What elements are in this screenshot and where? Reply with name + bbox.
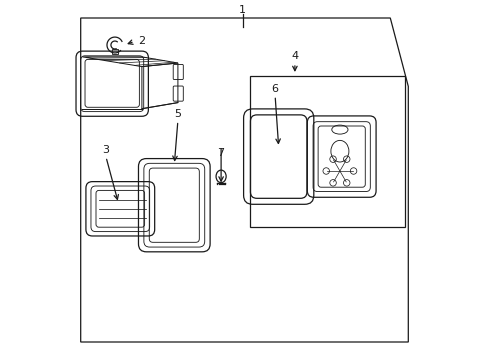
Text: 2: 2	[138, 36, 145, 46]
Text: 7: 7	[217, 148, 224, 158]
Text: 6: 6	[271, 84, 278, 94]
Text: 3: 3	[102, 145, 109, 155]
Text: 4: 4	[291, 51, 298, 61]
Text: 1: 1	[239, 5, 245, 15]
Text: 5: 5	[174, 109, 181, 119]
